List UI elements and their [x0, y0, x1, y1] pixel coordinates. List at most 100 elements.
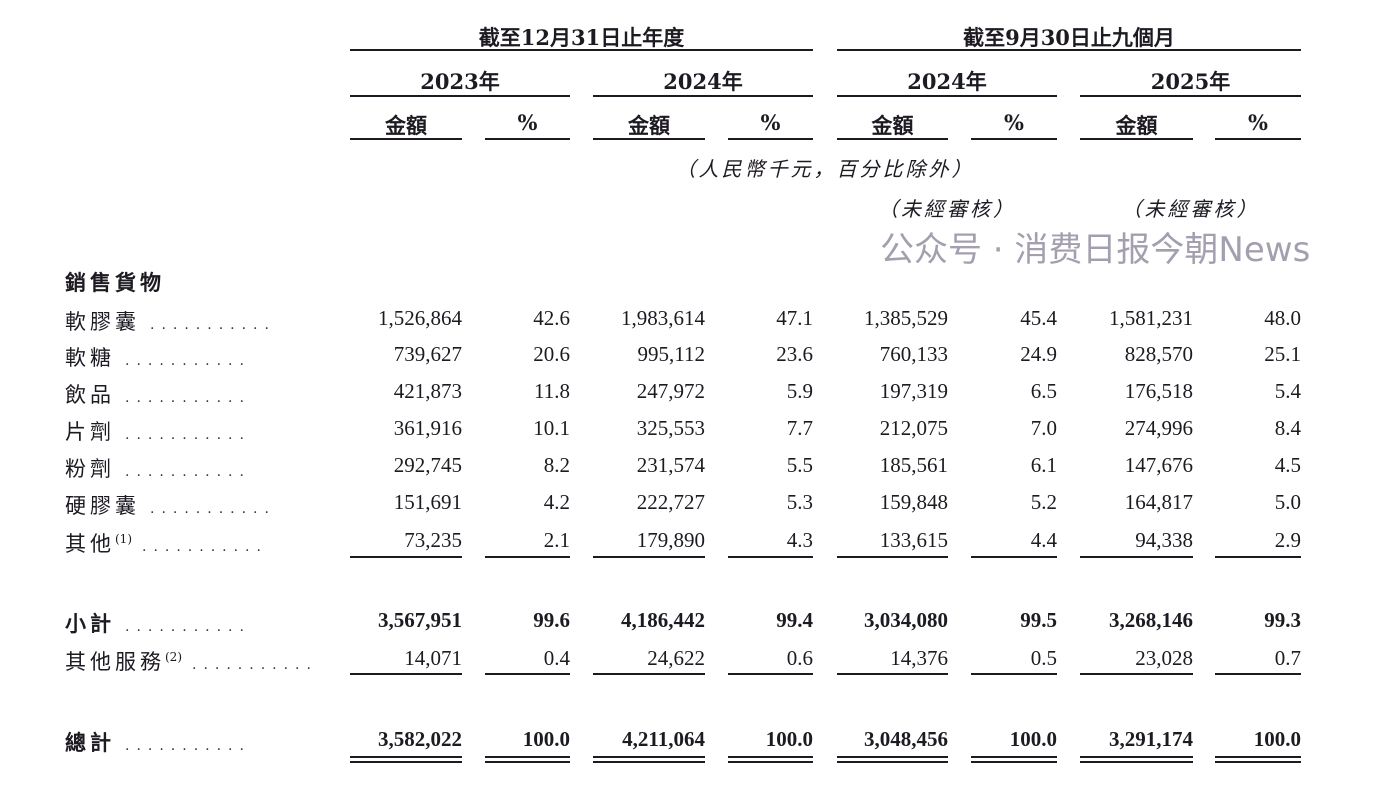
subtotal-rule: [971, 673, 1057, 675]
cell-value: 828,570: [1124, 342, 1193, 366]
cell-value: 7.7: [786, 416, 813, 440]
cell-value: 0.5: [1030, 646, 1057, 670]
cell-value: 164,817: [1124, 490, 1193, 514]
total-double-rule: [837, 761, 948, 763]
subcol-rule: [593, 138, 705, 140]
unaudited-note: （未經審核）: [1121, 197, 1260, 221]
cell-value: 0.7: [1274, 646, 1301, 670]
cell-value: 4.5: [1274, 453, 1301, 477]
cell-value: 222,727: [636, 490, 705, 514]
total-double-rule: [971, 756, 1057, 758]
cell-value: 0.6: [786, 646, 813, 670]
cell-value: 23.6: [776, 342, 813, 366]
cell-value: 4.4: [1030, 528, 1057, 552]
cell-value: 5.9: [786, 379, 813, 403]
row-label: 軟膠囊...........: [65, 306, 276, 336]
subtotal-rule: [485, 556, 570, 558]
row-label: 軟糖...........: [65, 342, 251, 372]
row-label: 硬膠囊...........: [65, 490, 276, 520]
subcol-header: %: [517, 110, 538, 135]
subcol-rule: [728, 138, 813, 140]
cell-value: 4.3: [786, 528, 813, 552]
cell-value: 99.4: [776, 608, 813, 632]
subcol-header: 金額: [871, 113, 914, 138]
subcol-header: 金額: [628, 113, 670, 138]
period-group-header: 截至12月31日止年度: [478, 25, 685, 50]
period-group-rule: [837, 49, 1301, 51]
cell-value: 3,567,951: [378, 608, 462, 632]
cell-value: 6.5: [1030, 379, 1057, 403]
total-double-rule: [1215, 756, 1301, 758]
row-label-text: 飲品: [65, 383, 115, 407]
cell-value: 25.1: [1264, 342, 1301, 366]
leader-dots: ...........: [125, 353, 251, 369]
unaudited-note: （未經審核）: [878, 197, 1016, 221]
year-header: 2024年: [907, 69, 987, 94]
subtotal-rule: [728, 556, 813, 558]
year-rule: [837, 95, 1057, 97]
footnote-marker: (1): [115, 532, 132, 546]
subtotal-rule: [593, 673, 705, 675]
cell-value: 421,873: [393, 379, 462, 403]
subtotal-rule: [1080, 556, 1193, 558]
cell-value: 325,553: [636, 416, 705, 440]
cell-value: 100.0: [765, 727, 813, 751]
cell-value: 760,133: [879, 342, 948, 366]
cell-value: 1,581,231: [1109, 306, 1193, 330]
cell-value: 3,268,146: [1109, 608, 1193, 632]
cell-value: 147,676: [1124, 453, 1193, 477]
total-double-rule: [728, 756, 813, 758]
cell-value: 361,916: [393, 416, 462, 440]
cell-value: 5.2: [1030, 490, 1057, 514]
cell-value: 159,848: [879, 490, 948, 514]
subcol-rule: [350, 138, 462, 140]
cell-value: 5.3: [786, 490, 813, 514]
leader-dots: ...........: [125, 390, 251, 406]
row-label-text: 片劑: [65, 420, 115, 444]
cell-value: 10.1: [533, 416, 570, 440]
year-header: 2024年: [663, 69, 743, 94]
total-double-rule: [1080, 761, 1193, 763]
cell-value: 100.0: [1253, 727, 1301, 751]
subcol-rule: [1215, 138, 1301, 140]
cell-value: 247,972: [636, 379, 705, 403]
subtotal-rule: [728, 673, 813, 675]
row-label: 其他服務(2)...........: [65, 646, 318, 676]
subcol-rule: [485, 138, 570, 140]
cell-value: 2.9: [1274, 528, 1301, 552]
period-group-rule: [350, 49, 813, 51]
cell-value: 231,574: [636, 453, 705, 477]
cell-value: 14,071: [404, 646, 462, 670]
subtotal-rule: [1080, 673, 1193, 675]
cell-value: 5.5: [786, 453, 813, 477]
leader-dots: ...........: [150, 317, 276, 333]
cell-value: 2.1: [543, 528, 570, 552]
footnote-marker: (2): [165, 650, 182, 664]
cell-value: 3,291,174: [1109, 727, 1193, 751]
row-label-text: 其他服務: [65, 650, 165, 674]
cell-value: 99.3: [1264, 608, 1301, 632]
total-double-rule: [1215, 761, 1301, 763]
cell-value: 1,526,864: [378, 306, 462, 330]
cell-value: 99.5: [1020, 608, 1057, 632]
subcol-header: %: [1004, 110, 1024, 135]
cell-value: 23,028: [1135, 646, 1193, 670]
subtotal-rule: [350, 556, 462, 558]
subcol-header: 金額: [385, 113, 427, 138]
section-title: 銷售貨物: [65, 270, 165, 295]
leader-dots: ...........: [150, 501, 276, 517]
cell-value: 14,376: [890, 646, 948, 670]
cell-value: 4,186,442: [621, 608, 705, 632]
cell-value: 0.4: [543, 646, 570, 670]
row-label-text: 其他: [65, 532, 115, 556]
row-label-text: 總計: [65, 730, 115, 755]
leader-dots: ...........: [125, 464, 251, 480]
cell-value: 24.9: [1020, 342, 1057, 366]
row-label: 片劑...........: [65, 416, 251, 446]
cell-value: 48.0: [1264, 306, 1301, 330]
year-rule: [593, 95, 813, 97]
cell-value: 94,338: [1135, 528, 1193, 552]
cell-value: 6.1: [1030, 453, 1057, 477]
total-double-rule: [837, 756, 948, 758]
watermark: 公众号 · 消费日报今朝News: [880, 230, 1311, 270]
